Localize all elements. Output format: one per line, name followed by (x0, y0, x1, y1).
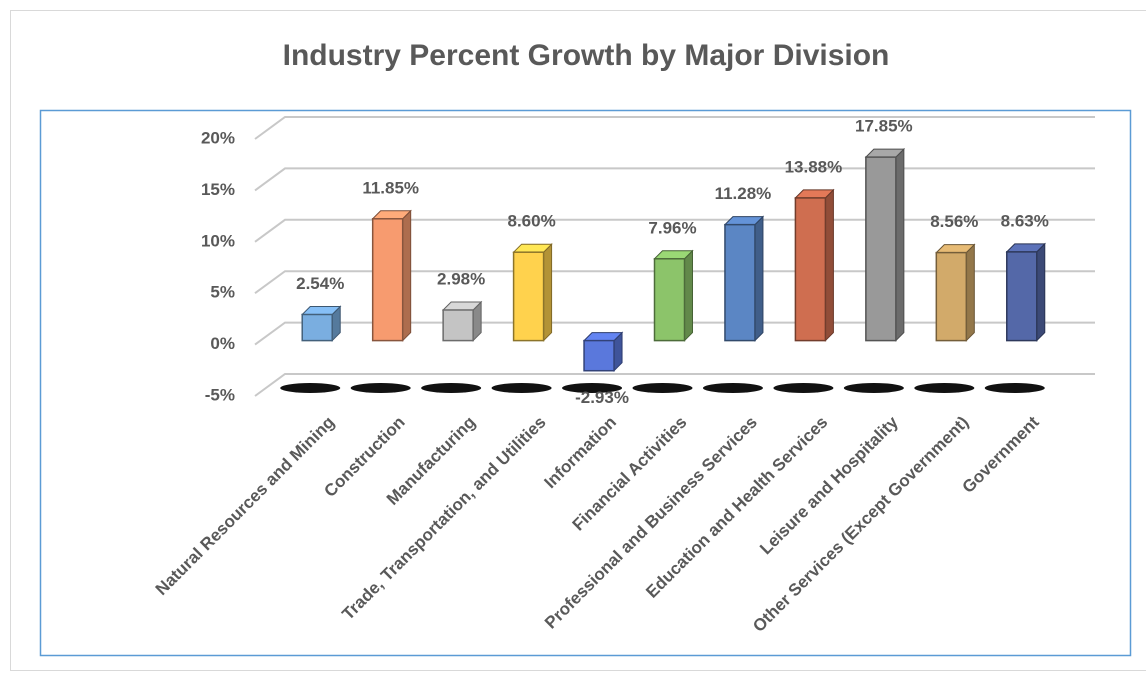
grid-line (254, 116, 1095, 140)
bar-side (895, 147, 905, 342)
bar (794, 197, 827, 342)
bar (724, 223, 756, 342)
floor-shadow (421, 383, 482, 393)
grid-line (254, 167, 1095, 192)
floor-shadow (773, 383, 834, 393)
data-label: 11.85% (362, 178, 419, 197)
data-label: 17.85% (855, 117, 913, 136)
y-tick-label: 10% (201, 231, 235, 250)
bar (583, 339, 615, 372)
y-tick-label: 0% (210, 334, 235, 353)
floor-shadow (562, 383, 623, 393)
data-label: -2.93% (575, 388, 629, 407)
data-label: 2.54% (296, 274, 344, 293)
data-label: 8.60% (507, 212, 555, 231)
y-tick-label: 20% (201, 128, 235, 147)
bar (935, 251, 968, 342)
data-label: 2.98% (437, 269, 485, 288)
bar (865, 156, 897, 342)
data-label: 8.63% (1001, 211, 1049, 230)
y-tick-label: 15% (201, 180, 235, 199)
chart-title: Industry Percent Growth by Major Divisio… (283, 39, 890, 72)
plot-frame (39, 109, 1132, 657)
data-label: 7.96% (648, 218, 696, 237)
y-tick-label: -5% (205, 385, 235, 404)
grid-line (254, 373, 1095, 397)
bar-side (543, 242, 553, 342)
bar-side (1036, 242, 1046, 342)
bar (442, 309, 474, 342)
floor-shadow (914, 383, 975, 393)
bar (512, 251, 545, 342)
data-label: 8.56% (930, 212, 978, 231)
floor-shadow (984, 383, 1045, 393)
bar (301, 313, 333, 342)
floor-shadow (702, 383, 763, 393)
bar-side (402, 209, 412, 342)
bar-side (754, 215, 764, 342)
bar (371, 218, 404, 342)
data-label: 11.28% (715, 184, 772, 203)
bar (653, 258, 686, 342)
y-tick-label: 5% (210, 283, 235, 302)
bar-side (684, 249, 693, 342)
floor-shadow (350, 383, 411, 393)
floor-shadow (280, 383, 341, 393)
bar-side (824, 188, 834, 342)
floor-shadow (843, 383, 904, 393)
bar-side (965, 243, 975, 342)
floor-shadow (491, 383, 552, 393)
data-label: 13.88% (785, 157, 843, 176)
floor-shadow (632, 383, 693, 393)
bar (1006, 251, 1038, 342)
